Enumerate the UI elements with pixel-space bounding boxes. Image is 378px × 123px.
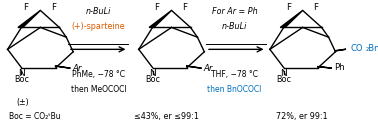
Text: N: N	[18, 69, 25, 78]
Text: THF, −78 °C: THF, −78 °C	[211, 70, 258, 79]
Text: Ar: Ar	[73, 64, 82, 73]
Text: (+)-sparteine: (+)-sparteine	[71, 22, 125, 31]
Text: CO: CO	[351, 44, 363, 53]
Text: ≤43%, er ≤99:1: ≤43%, er ≤99:1	[134, 112, 199, 121]
Text: Boc = CO₂ᵗBu: Boc = CO₂ᵗBu	[9, 112, 60, 121]
Text: F: F	[23, 2, 28, 12]
Text: PhMe, −78 °C: PhMe, −78 °C	[72, 70, 125, 79]
Polygon shape	[280, 10, 303, 27]
Polygon shape	[317, 67, 332, 68]
Polygon shape	[18, 10, 40, 27]
Polygon shape	[55, 66, 70, 68]
Text: n-BuLi: n-BuLi	[86, 7, 111, 16]
Text: F: F	[51, 2, 56, 12]
Text: N: N	[280, 69, 287, 78]
Text: then BnOCOCl: then BnOCOCl	[208, 85, 262, 94]
Text: ₂Bn: ₂Bn	[366, 44, 378, 53]
Text: Boc: Boc	[145, 75, 160, 84]
Text: For Ar = Ph: For Ar = Ph	[212, 7, 257, 16]
Polygon shape	[186, 66, 201, 68]
Text: (±): (±)	[17, 98, 29, 107]
Text: Boc: Boc	[276, 75, 291, 84]
Text: N: N	[149, 69, 156, 78]
Text: Boc: Boc	[14, 75, 29, 84]
Text: F: F	[155, 2, 160, 12]
Text: 72%, er 99:1: 72%, er 99:1	[276, 112, 328, 121]
Text: then MeOCOCl: then MeOCOCl	[71, 85, 126, 94]
Text: Ph: Ph	[334, 63, 345, 72]
Polygon shape	[335, 49, 349, 51]
Polygon shape	[149, 10, 172, 27]
Text: Ar: Ar	[204, 64, 213, 73]
Text: F: F	[313, 2, 318, 12]
Text: n-BuLi: n-BuLi	[222, 22, 247, 31]
Text: F: F	[182, 2, 187, 12]
Text: F: F	[286, 2, 291, 12]
